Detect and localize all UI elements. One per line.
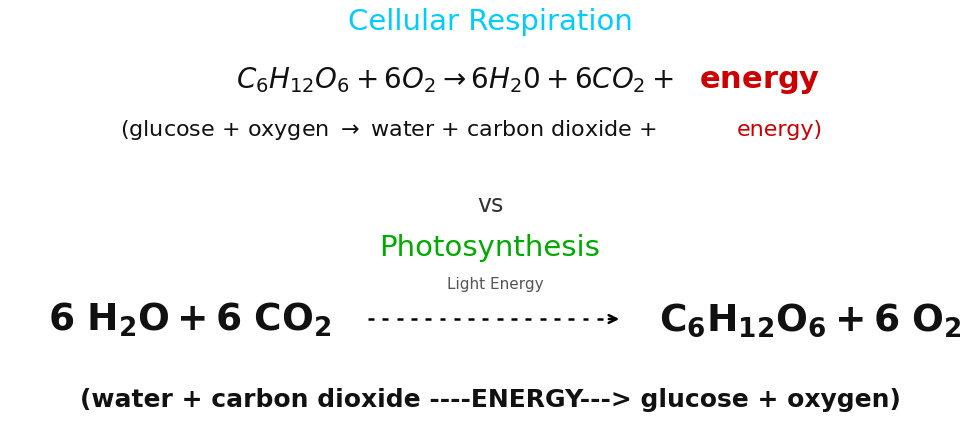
Text: vs: vs bbox=[477, 193, 503, 216]
Text: (water + carbon dioxide ----ENERGY---> glucose + oxygen): (water + carbon dioxide ----ENERGY---> g… bbox=[79, 387, 901, 411]
Text: (glucose + oxygen $\rightarrow$ water + carbon dioxide +: (glucose + oxygen $\rightarrow$ water + … bbox=[121, 118, 660, 141]
Text: $C_6H_{12}O_6 + 6O_2 \rightarrow 6H_20 + 6CO_2 +$: $C_6H_{12}O_6 + 6O_2 \rightarrow 6H_20 +… bbox=[236, 65, 674, 95]
Text: Light Energy: Light Energy bbox=[447, 276, 543, 291]
Text: Cellular Respiration: Cellular Respiration bbox=[348, 8, 632, 36]
Text: energy): energy) bbox=[737, 120, 823, 140]
Text: $\bf{6\ H_2O + 6\ CO_2}$: $\bf{6\ H_2O + 6\ CO_2}$ bbox=[48, 300, 331, 338]
Text: Photosynthesis: Photosynthesis bbox=[379, 233, 601, 261]
Text: $\bf{C_6H_{12}O_6 + 6\ O_2}$: $\bf{C_6H_{12}O_6 + 6\ O_2}$ bbox=[659, 301, 961, 338]
Text: $\bf{energy}$: $\bf{energy}$ bbox=[700, 64, 820, 95]
